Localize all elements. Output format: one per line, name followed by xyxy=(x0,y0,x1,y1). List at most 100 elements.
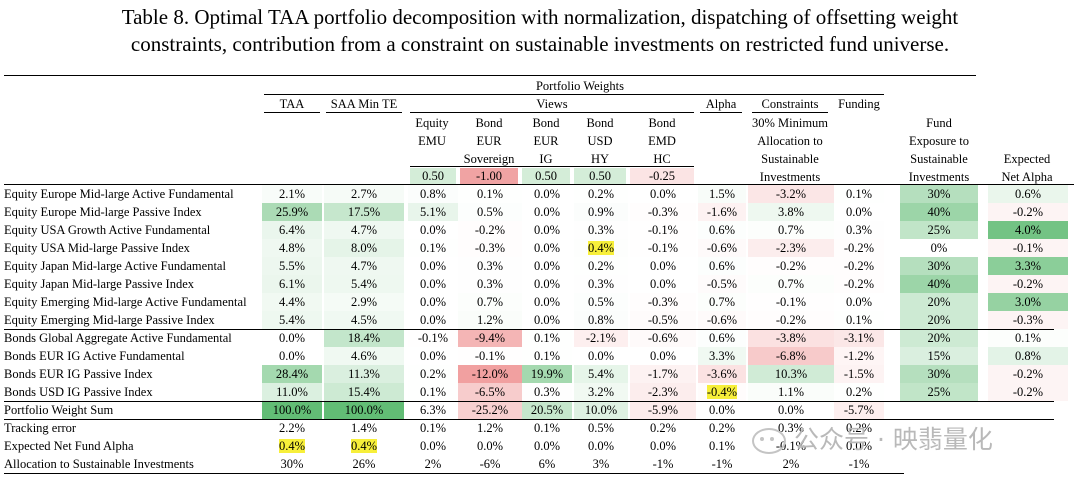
cell-bond-eur-sov: -25.2% xyxy=(458,401,522,419)
cell-value: -0.2% xyxy=(843,277,875,291)
cell-value: 1.5% xyxy=(708,187,736,201)
cell-value: 15% xyxy=(927,349,951,363)
cell-value: 0.0% xyxy=(533,187,561,201)
view-value-bond-usd-hy: 0.50 xyxy=(574,168,626,184)
cell-bond-eur-ig: 0.0% xyxy=(522,437,572,455)
cell-bond-eur-ig: 0.0% xyxy=(522,275,572,293)
cell-bond-emd-hc: 0.0% xyxy=(630,275,696,293)
cell-expected-alpha xyxy=(988,455,1068,473)
cell-bond-eur-sov: 0.5% xyxy=(458,203,522,221)
cell-value: 0.4% xyxy=(278,439,306,453)
row-label: Bonds USD IG Passive Index xyxy=(4,385,153,399)
cell-bond-emd-hc: -0.1% xyxy=(630,239,696,257)
cell-bond-eur-sov: 1.2% xyxy=(458,419,522,437)
cell-funding: -0.2% xyxy=(834,239,884,257)
cell-value: -0.3% xyxy=(647,205,679,219)
cell-value: 10.3% xyxy=(774,367,808,381)
cell-value: 100.0% xyxy=(344,403,384,417)
table-row: Bonds EUR IG Passive Index 28.4% 11.3% 0.2%… xyxy=(4,365,1068,383)
cell-constraint: 0.7% xyxy=(748,221,834,239)
cell-value: 0.3% xyxy=(777,421,805,435)
cell-value: 6.4% xyxy=(278,223,306,237)
cell-bond-eur-ig: 6% xyxy=(522,455,572,473)
watermark: 公众号 · 映翡量化 xyxy=(752,420,993,456)
cell-constraint: 1.1% xyxy=(748,383,834,401)
cell-value: 0.3% xyxy=(587,223,615,237)
cell-value: 28.4% xyxy=(275,367,309,381)
cell-taa: 5.4% xyxy=(262,311,322,329)
cell-value: 0.3% xyxy=(845,223,873,237)
row-label: Equity Japan Mid-large Active Fundamenta… xyxy=(4,259,226,273)
views-top-rule xyxy=(410,166,694,167)
cell-value: 0.1% xyxy=(533,331,561,345)
cell-bond-eur-sov: -6% xyxy=(458,455,522,473)
sum-bottom-rule xyxy=(4,419,1054,420)
cell-bond-eur-ig: 0.1% xyxy=(522,329,572,347)
cell-bond-eur-ig: 19.9% xyxy=(522,365,572,383)
table-row: Equity Japan Mid-large Passive Index 6.1%… xyxy=(4,275,1068,293)
cell-value: -6.5% xyxy=(474,385,506,399)
cell-saa: 5.4% xyxy=(324,275,404,293)
cell-value: 0.5% xyxy=(587,295,615,309)
cell-equity-emu: 0.0% xyxy=(408,311,458,329)
cell-constraint: -0.1% xyxy=(748,293,834,311)
cell-bond-eur-ig: 0.3% xyxy=(522,383,572,401)
cell-value: 0.2% xyxy=(419,367,447,381)
cell-bond-usd-hy: 0.3% xyxy=(574,275,628,293)
view-value-equity-emu: 0.50 xyxy=(410,168,456,184)
cell-value: -0.2% xyxy=(843,259,875,273)
cell-bond-eur-sov: -0.1% xyxy=(458,347,522,365)
cell-fund-exposure: 20% xyxy=(900,293,978,311)
cell-value: -0.2% xyxy=(843,241,875,255)
cell-value: -0.2% xyxy=(775,259,807,273)
cell-bond-emd-hc: 0.0% xyxy=(630,437,696,455)
cell-expected-alpha: 3.0% xyxy=(988,293,1068,311)
cell-value: 0.2% xyxy=(708,421,736,435)
cell-value: 0.3% xyxy=(476,259,504,273)
cell-value: 6% xyxy=(538,457,556,471)
cell-saa: 4.5% xyxy=(324,311,404,329)
cell-value: 25.9% xyxy=(275,205,309,219)
cell-bond-usd-hy: 0.3% xyxy=(574,221,628,239)
cell-alpha: -1.6% xyxy=(698,203,746,221)
cell-value: -1.7% xyxy=(647,367,679,381)
cell-bond-emd-hc: -0.3% xyxy=(630,293,696,311)
cell-saa: 0.4% xyxy=(324,437,404,455)
table-row: Bonds Global Aggregate Active Fundamenta… xyxy=(4,329,1054,347)
cell-value: 18.4% xyxy=(347,331,381,345)
cell-value: 11.3% xyxy=(348,367,380,381)
cell-value: 5.4% xyxy=(278,313,306,327)
table-row: Portfolio Weight Sum 100.0% 100.0% 6.3% -25.… xyxy=(4,401,1054,419)
cell-value: 0.0% xyxy=(845,205,873,219)
cell-funding: 0.2% xyxy=(834,383,884,401)
cell-value: 0.3% xyxy=(533,385,561,399)
cell-value: 0.5% xyxy=(587,421,615,435)
cell-bond-usd-hy: 3% xyxy=(574,455,628,473)
cell-value: -0.1% xyxy=(474,349,506,363)
cell-taa: 4.8% xyxy=(262,239,322,257)
cell-value: -0.2% xyxy=(1012,385,1044,399)
cell-bond-eur-sov: -12.0% xyxy=(458,365,522,383)
cell-value: 3.3% xyxy=(708,349,736,363)
cell-bond-eur-sov: 1.2% xyxy=(458,311,522,329)
cell-saa: 4.7% xyxy=(324,221,404,239)
equity-bonds-rule xyxy=(4,329,1054,330)
cell-value: 20.5% xyxy=(530,403,564,417)
cell-bond-eur-sov: 0.0% xyxy=(458,437,522,455)
views-rule xyxy=(410,112,694,113)
row-label: Equity Emerging Mid-large Active Fundame… xyxy=(4,295,247,309)
cell-bond-eur-sov: 0.3% xyxy=(458,257,522,275)
cell-fund-exposure: 15% xyxy=(900,347,978,365)
cell-value: 2.7% xyxy=(350,187,378,201)
table-row: Bonds USD IG Passive Index 11.0% 15.4% 0.1%… xyxy=(4,383,1068,401)
cell-saa: 4.6% xyxy=(324,347,404,365)
cell-alpha: 0.7% xyxy=(698,293,746,311)
cell-value: -6% xyxy=(479,457,501,471)
cell-value: -0.6% xyxy=(647,331,679,345)
cell-bond-emd-hc: 0.0% xyxy=(630,257,696,275)
cell-taa: 11.0% xyxy=(262,383,322,401)
cell-value: 0.0% xyxy=(587,349,615,363)
table-row: Equity Emerging Mid-large Active Fundame… xyxy=(4,293,1068,311)
cell-equity-emu: 5.1% xyxy=(408,203,458,221)
cell-taa: 28.4% xyxy=(262,365,322,383)
